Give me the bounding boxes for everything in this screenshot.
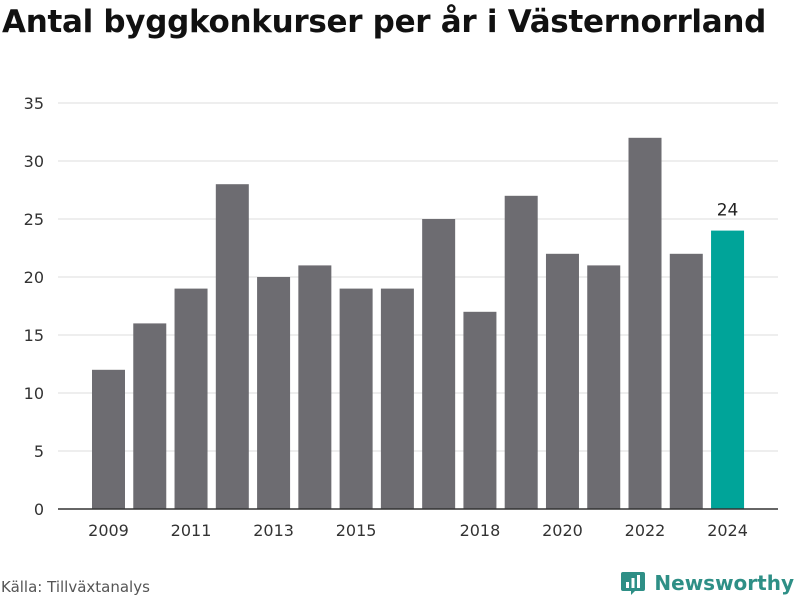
y-tick-label: 15: [24, 326, 44, 345]
data-labels: 24: [717, 201, 739, 221]
newsworthy-logo-icon: [621, 572, 646, 595]
bar: [298, 265, 332, 509]
x-tick-label: 2013: [253, 521, 294, 540]
bar: [628, 137, 662, 510]
bars: [92, 137, 745, 510]
bar: [422, 219, 456, 509]
y-tick-label: 30: [24, 152, 44, 171]
bar: [133, 323, 167, 509]
x-tick-label: 2018: [460, 521, 501, 540]
y-tick-label: 10: [24, 384, 44, 403]
y-tick-label: 25: [24, 210, 44, 229]
bar: [92, 369, 125, 509]
data-label-highlight: 24: [717, 201, 739, 221]
x-tick-label: 2022: [625, 521, 666, 540]
bar: [339, 288, 373, 509]
bar: [587, 265, 621, 509]
bar: [257, 277, 291, 509]
x-tick-label: 2024: [707, 521, 748, 540]
y-axis-ticks: 0 5 10 15 20 25 30 35: [24, 94, 44, 519]
y-tick-label: 20: [24, 268, 44, 287]
bar: [504, 195, 538, 510]
newsworthy-brand: Newsworthy: [620, 570, 794, 596]
x-tick-label: 2020: [542, 521, 583, 540]
brand-name: Newsworthy: [654, 571, 794, 595]
x-tick-label: 2009: [88, 521, 129, 540]
bar: [380, 288, 414, 509]
bar: [174, 288, 208, 509]
x-tick-label: 2015: [336, 521, 377, 540]
bar: [545, 253, 579, 509]
y-tick-label: 35: [24, 94, 44, 113]
bar: [215, 184, 249, 509]
source-note: Källa: Tillväxtanalys: [1, 578, 150, 596]
x-tick-label: 2011: [171, 521, 212, 540]
chart-title: Antal byggkonkurser per år i Västernorrl…: [2, 4, 767, 40]
bar: [669, 253, 703, 509]
bar: [463, 311, 497, 509]
bar-highlight: [711, 230, 745, 509]
x-axis-ticks: 2009 2011 2013 2015 2018 2020 2022 2024: [88, 521, 748, 540]
y-tick-label: 5: [34, 442, 44, 461]
y-tick-label: 0: [34, 500, 44, 519]
